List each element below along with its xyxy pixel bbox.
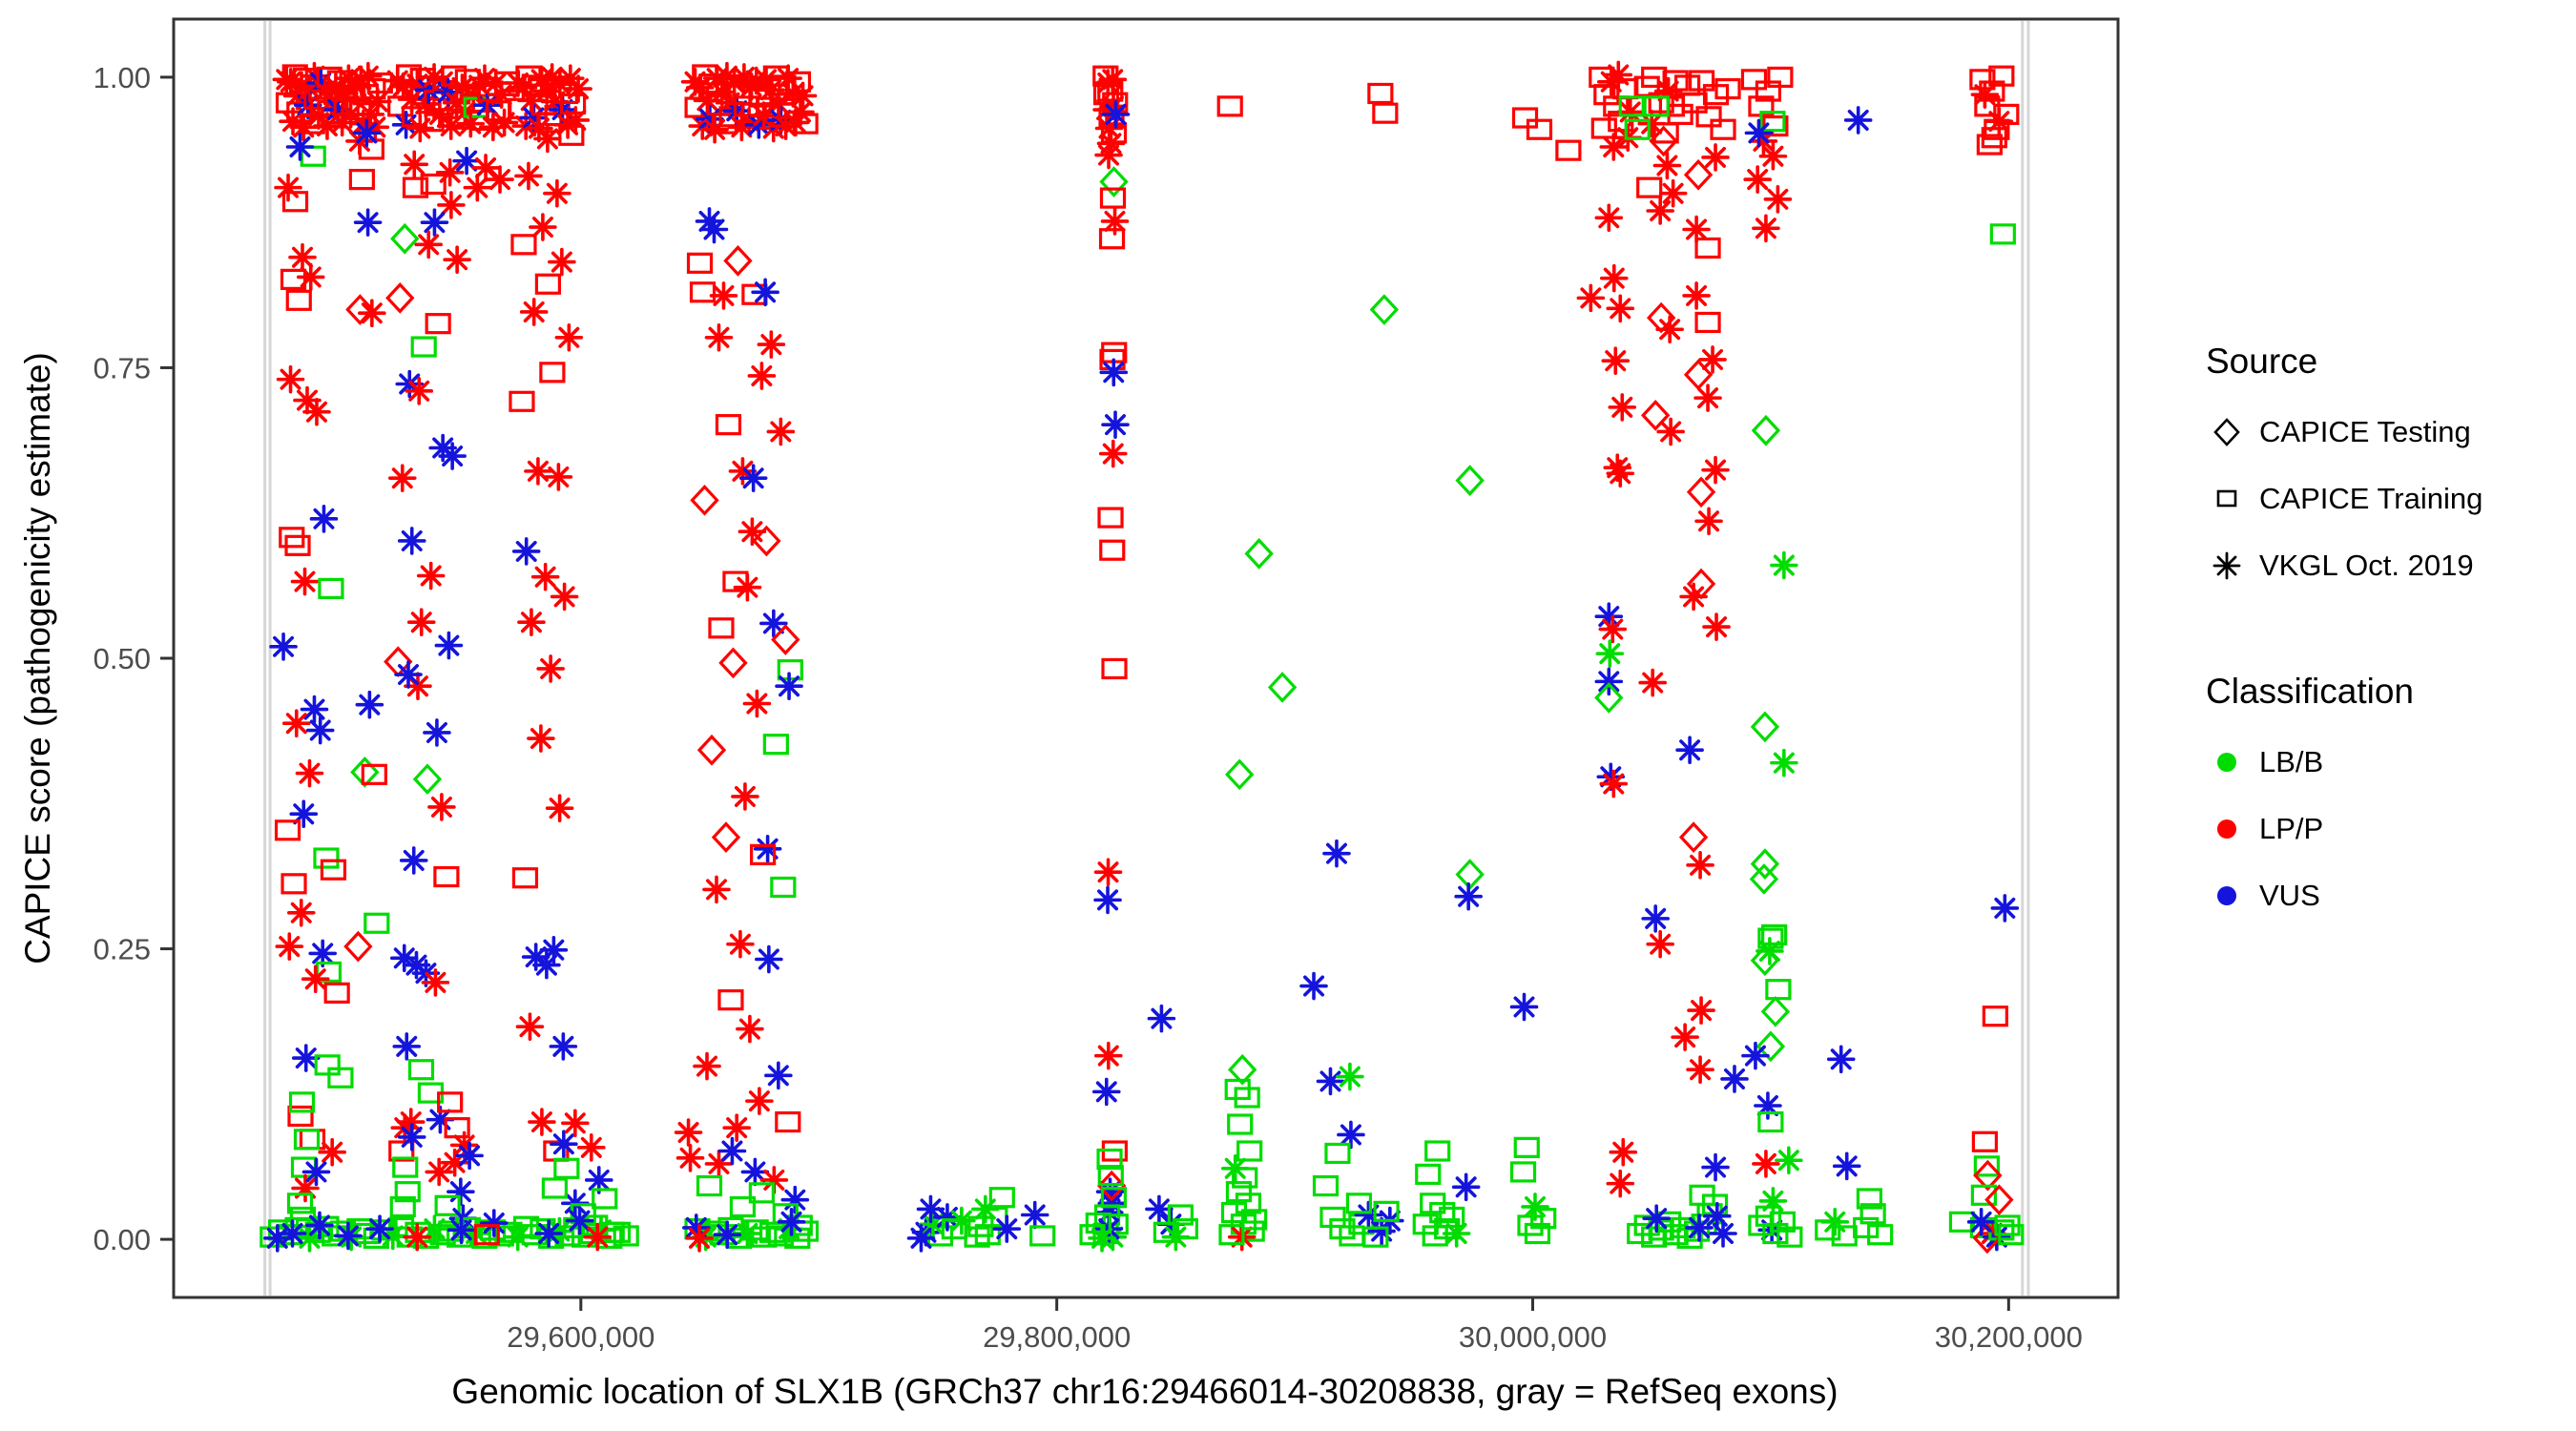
diamond-icon bbox=[2206, 411, 2248, 453]
dot-icon bbox=[2206, 741, 2248, 783]
legend-item-label: VUS bbox=[2259, 879, 2320, 912]
y-axis-title: CAPICE score (pathogenicity estimate) bbox=[18, 352, 57, 964]
svg-text:0.50: 0.50 bbox=[93, 642, 151, 675]
svg-text:0.00: 0.00 bbox=[93, 1223, 151, 1256]
svg-text:0.25: 0.25 bbox=[93, 933, 151, 966]
x-axis-title: Genomic location of SLX1B (GRCh37 chr16:… bbox=[451, 1372, 1839, 1411]
square-icon bbox=[2206, 478, 2248, 520]
dot-icon bbox=[2206, 875, 2248, 917]
asterisk-icon bbox=[2206, 545, 2248, 587]
dot-icon bbox=[2206, 808, 2248, 850]
legend-source-title: Source bbox=[2206, 342, 2318, 381]
legend: Source CAPICE Testing CAPICE Training bbox=[2206, 342, 2568, 929]
svg-text:0.75: 0.75 bbox=[93, 351, 151, 384]
legend-item-capice-testing: CAPICE Testing bbox=[2206, 399, 2568, 466]
svg-text:30,200,000: 30,200,000 bbox=[1935, 1320, 2083, 1354]
legend-item-vus: VUS bbox=[2206, 862, 2568, 929]
legend-item-lbb: LB/B bbox=[2206, 729, 2568, 796]
legend-item-label: LP/P bbox=[2259, 812, 2324, 845]
legend-item-vkgl: VKGL Oct. 2019 bbox=[2206, 532, 2568, 599]
legend-item-lpp: LP/P bbox=[2206, 796, 2568, 862]
legend-item-capice-training: CAPICE Training bbox=[2206, 466, 2568, 532]
svg-text:30,000,000: 30,000,000 bbox=[1459, 1320, 1607, 1354]
svg-text:1.00: 1.00 bbox=[93, 61, 151, 94]
svg-text:29,800,000: 29,800,000 bbox=[983, 1320, 1131, 1354]
legend-item-label: LB/B bbox=[2259, 745, 2324, 778]
legend-classification-title: Classification bbox=[2206, 672, 2414, 711]
legend-item-label: CAPICE Testing bbox=[2259, 415, 2471, 448]
legend-item-label: CAPICE Training bbox=[2259, 482, 2483, 515]
svg-text:29,600,000: 29,600,000 bbox=[507, 1320, 654, 1354]
legend-item-label: VKGL Oct. 2019 bbox=[2259, 549, 2474, 582]
